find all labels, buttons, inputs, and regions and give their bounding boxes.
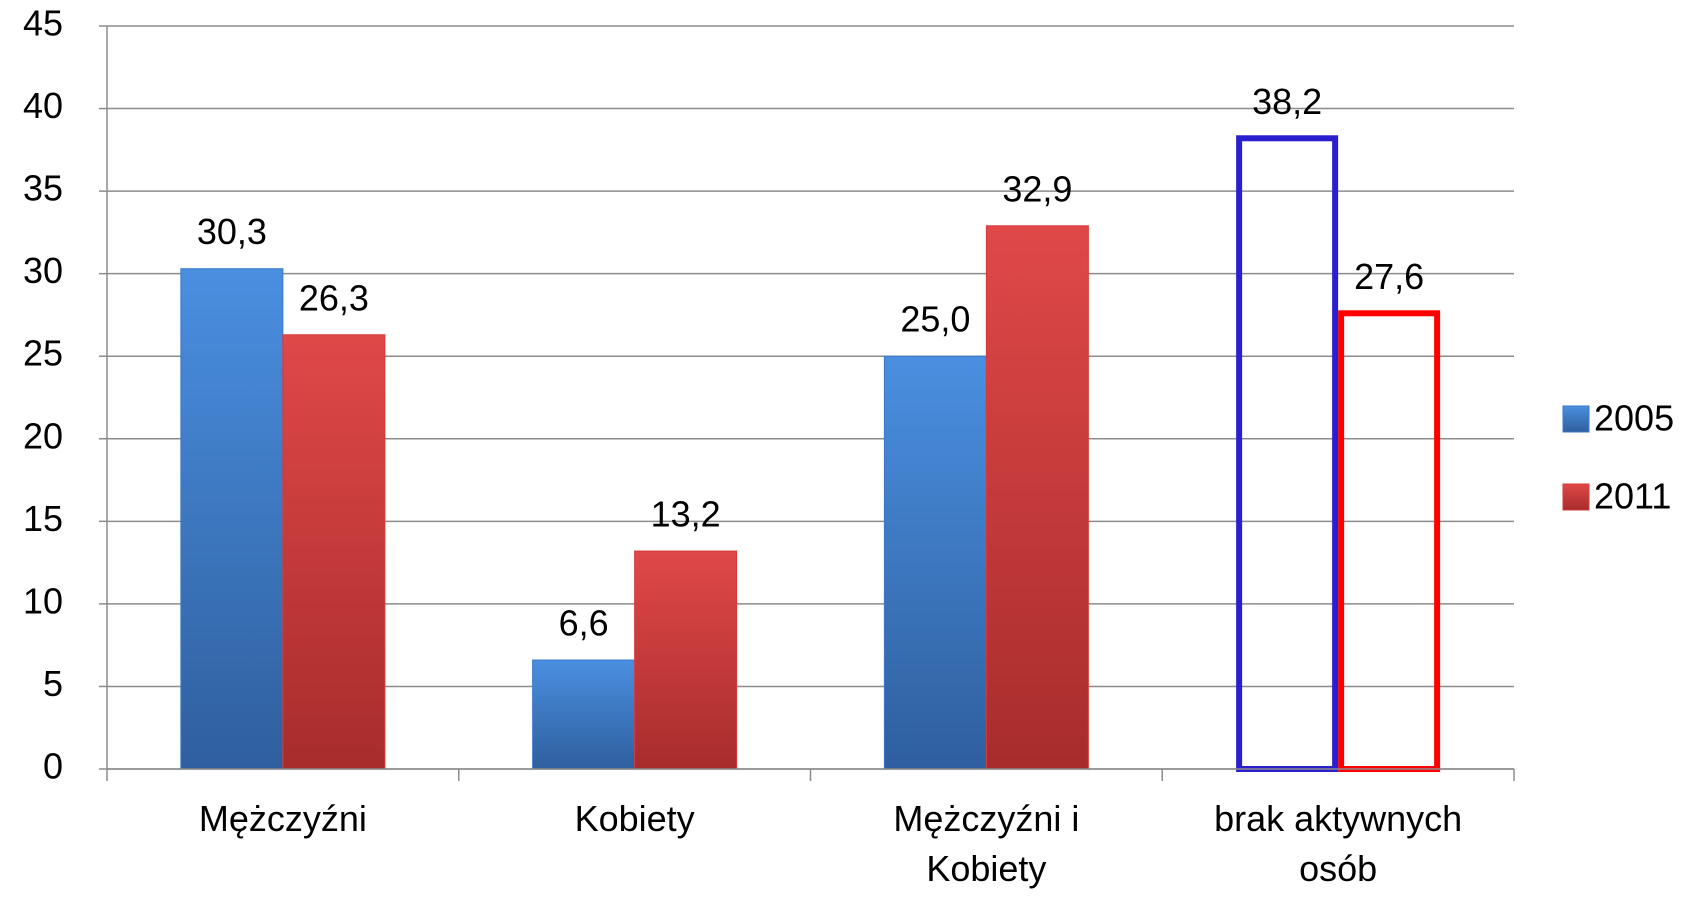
y-tick-label: 5: [43, 663, 63, 704]
bar: [634, 550, 738, 770]
legend-swatch: [1562, 405, 1590, 433]
y-tick-label: 35: [23, 168, 63, 209]
data-label: 30,3: [197, 211, 267, 252]
x-tick-label: Mężczyźni i Kobiety: [893, 798, 1080, 889]
data-label: 26,3: [299, 277, 369, 318]
x-tick-label: brak aktywnych osób: [1214, 798, 1463, 889]
bar: [985, 225, 1089, 770]
bar: [532, 659, 636, 770]
x-tick-label: Mężczyźni: [198, 798, 367, 839]
data-label: 32,9: [1002, 168, 1072, 209]
bar: [282, 334, 386, 770]
legend-label: 2011: [1594, 476, 1671, 517]
y-tick-label: 15: [23, 498, 63, 539]
legend-swatch: [1562, 483, 1590, 511]
y-tick-label: 10: [23, 580, 63, 621]
y-tick-label: 40: [23, 85, 63, 126]
data-label: 6,6: [559, 603, 609, 644]
data-label: 27,6: [1354, 256, 1424, 297]
bar: [1236, 135, 1339, 772]
data-label: 38,2: [1252, 81, 1322, 122]
bar: [1338, 310, 1441, 772]
bar: [180, 268, 284, 770]
y-tick-label: 45: [23, 3, 63, 44]
x-tick-label: Kobiety: [574, 798, 695, 839]
y-tick-label: 0: [43, 746, 63, 787]
data-label: 25,0: [900, 299, 970, 340]
y-tick-label: 30: [23, 250, 63, 291]
y-tick-label: 20: [23, 415, 63, 456]
legend-label: 2005: [1594, 398, 1674, 439]
y-tick-label: 25: [23, 333, 63, 374]
data-label: 13,2: [651, 494, 721, 535]
bar: [883, 355, 987, 770]
